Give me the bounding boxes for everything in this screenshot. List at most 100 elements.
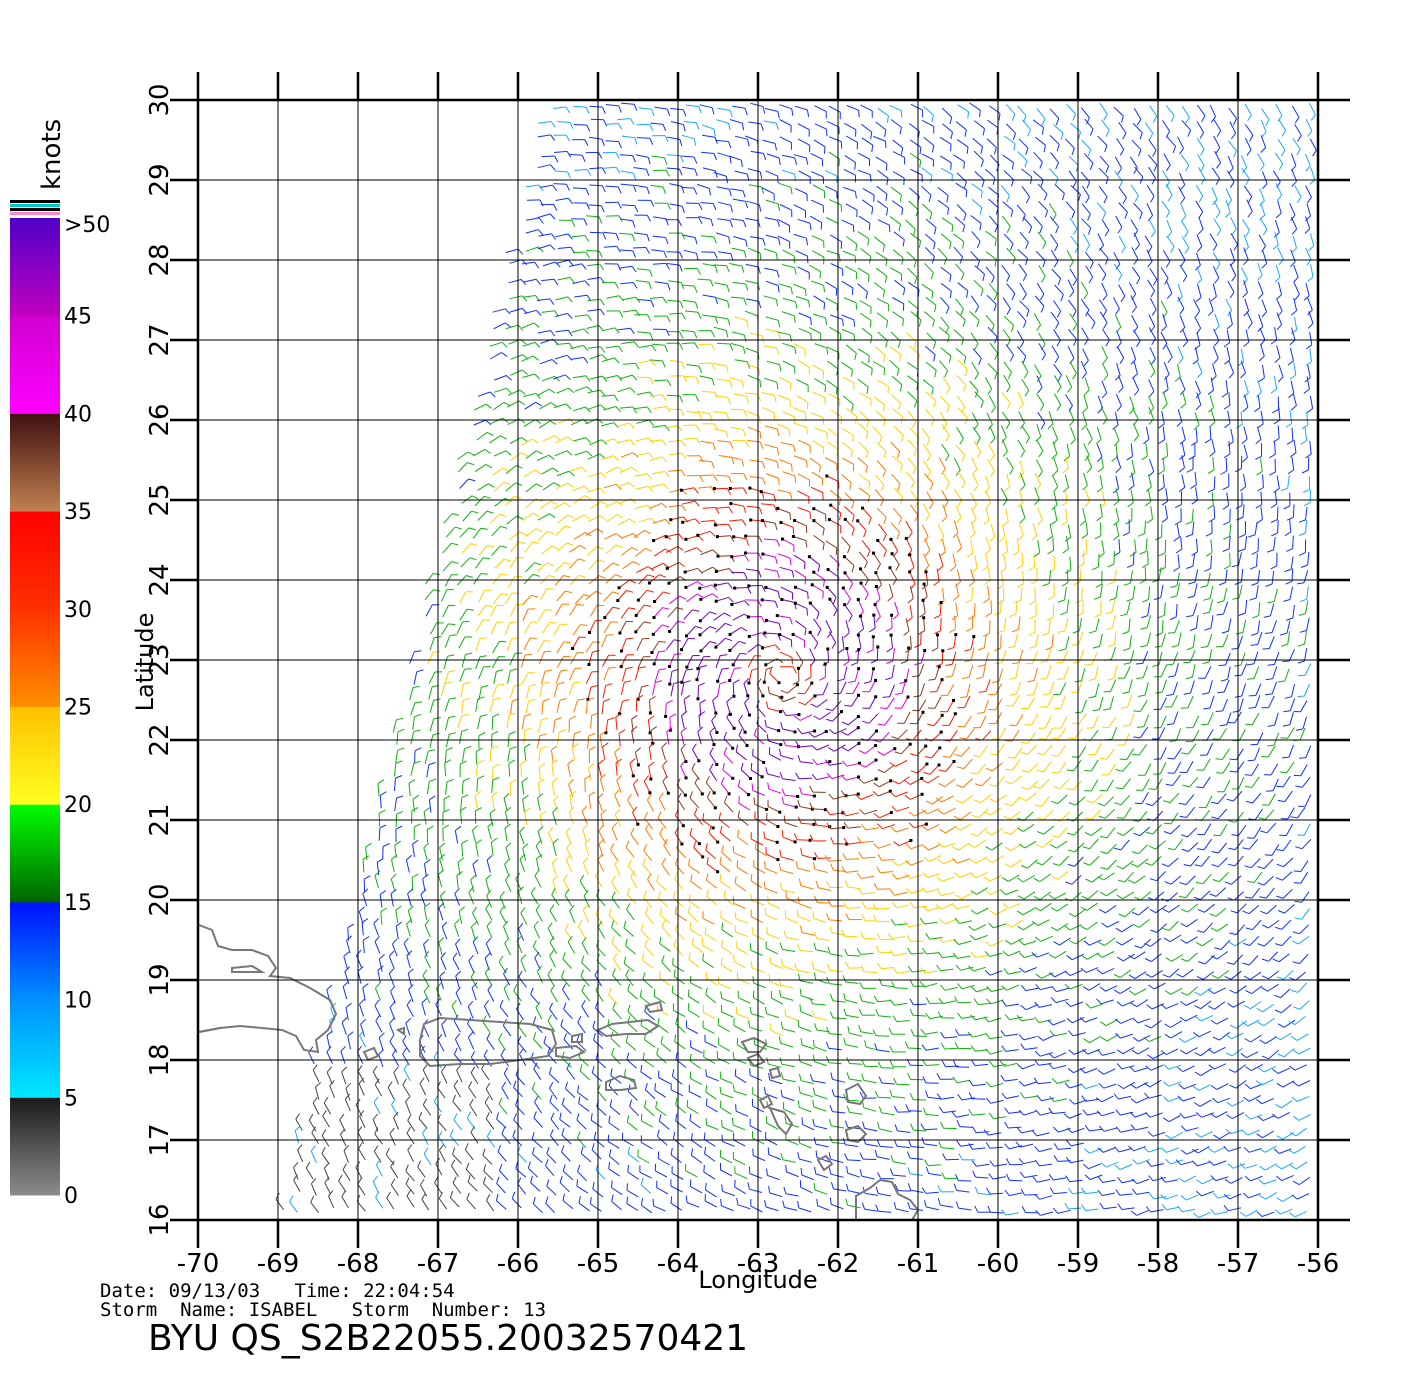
- wind-barb: [572, 636, 580, 649]
- wind-barb-flag: [866, 386, 869, 394]
- wind-barb-flag: [1214, 277, 1220, 284]
- wind-barb: [1228, 107, 1237, 119]
- wind-barb-flag: [761, 461, 766, 469]
- wind-barb: [523, 309, 537, 315]
- wind-barb-flag: [1062, 548, 1069, 554]
- wind-barb: [1196, 234, 1203, 247]
- wind-barb-flag: [1057, 599, 1065, 603]
- wind-barb-flag: [935, 797, 942, 803]
- wind-barb: [826, 120, 840, 128]
- wind-barb: [749, 459, 763, 463]
- wind-barb: [1208, 298, 1214, 311]
- wind-barb-flag: [1183, 661, 1191, 664]
- wind-barb: [781, 264, 795, 269]
- wind-barb: [1048, 570, 1052, 584]
- wind-barb-flag: [780, 689, 788, 694]
- wind-barb: [875, 474, 885, 486]
- wind-barb: [1291, 105, 1300, 118]
- wind-barb: [744, 392, 758, 395]
- wind-barb-flag: [413, 729, 421, 733]
- colorbar-band: [10, 511, 60, 610]
- wind-barb: [907, 439, 917, 450]
- wind-barb: [1113, 665, 1118, 679]
- wind-barb: [907, 300, 919, 310]
- wind-barb: [669, 620, 679, 632]
- wind-barb: [1187, 743, 1197, 755]
- wind-barb: [716, 568, 730, 572]
- wind-barb: [1011, 775, 1022, 785]
- wind-barb-flag: [1176, 421, 1183, 427]
- wind-barb: [923, 311, 935, 321]
- wind-barb-flag: [779, 364, 782, 372]
- wind-barb-flag: [547, 530, 555, 535]
- wind-barb: [734, 587, 748, 589]
- wind-barb: [444, 671, 449, 685]
- wind-barb: [1037, 231, 1047, 243]
- wind-barb-flag: [776, 270, 780, 278]
- wind-barb-flag: [599, 730, 606, 736]
- wind-barb: [1033, 151, 1043, 163]
- rain-flag-dot: [714, 645, 718, 649]
- wind-barb: [1049, 108, 1060, 119]
- rain-flag-dot: [681, 520, 685, 524]
- wind-barb-flag: [1158, 470, 1165, 475]
- wind-barb-flag: [664, 471, 670, 478]
- wind-barb-flag: [1026, 309, 1030, 317]
- wind-barb: [762, 139, 776, 144]
- wind-barb-flag: [1053, 786, 1061, 789]
- wind-barb-flag: [680, 282, 685, 290]
- wind-barb: [874, 489, 884, 500]
- wind-barb: [812, 313, 826, 319]
- wind-barb-flag: [806, 427, 809, 435]
- wind-barb: [1003, 361, 1012, 373]
- wind-barb: [700, 235, 714, 238]
- wind-barb-flag: [1033, 552, 1040, 558]
- wind-barb: [1277, 281, 1283, 295]
- wind-barb: [1161, 200, 1170, 212]
- wind-barb-flag: [599, 487, 606, 494]
- wind-barb-flag: [667, 283, 671, 291]
- wind-barb: [1289, 698, 1296, 711]
- rain-flag-dot: [828, 760, 832, 764]
- wind-barb: [1179, 172, 1186, 185]
- wind-barb-flag: [840, 790, 846, 797]
- wind-barb-flag: [974, 373, 979, 380]
- wind-barb: [1225, 380, 1229, 394]
- wind-barb: [827, 360, 839, 370]
- wind-barb: [862, 199, 874, 208]
- wind-barb: [1242, 473, 1247, 487]
- wind-barb-flag: [945, 675, 953, 678]
- wind-barb-flag: [1036, 375, 1042, 382]
- wind-barb-flag: [809, 511, 812, 519]
- wind-barb-flag: [1021, 769, 1029, 773]
- wind-barb: [685, 104, 699, 108]
- wind-barb-flag: [1082, 407, 1088, 413]
- wind-barb: [1305, 745, 1312, 758]
- wind-barb-flag: [848, 583, 854, 590]
- wind-barb: [780, 522, 794, 528]
- wind-barb-flag: [1251, 582, 1259, 586]
- wind-barb-flag: [1306, 408, 1313, 414]
- wind-barb: [941, 650, 944, 664]
- rain-flag-dot: [796, 795, 800, 798]
- rain-flag-dot: [859, 567, 862, 571]
- wind-barb: [572, 624, 581, 636]
- wind-barb-flag: [1215, 147, 1221, 154]
- wind-barb-flag: [1200, 646, 1208, 649]
- wind-barb-flag: [1307, 309, 1313, 316]
- wind-barb-flag: [828, 793, 834, 800]
- wind-barb-flag: [1069, 261, 1074, 268]
- wind-barb: [858, 441, 869, 452]
- wind-barb: [1309, 233, 1315, 247]
- wind-barb-flag: [645, 547, 653, 552]
- wind-barb: [1161, 620, 1164, 634]
- wind-barb: [921, 203, 933, 214]
- wind-barb-flag: [1229, 292, 1235, 299]
- rain-flag-dot: [888, 566, 892, 570]
- wind-barb-flag: [1205, 552, 1213, 557]
- rain-flag-dot: [728, 712, 732, 716]
- wind-barb-flag: [745, 240, 748, 247]
- wind-barb-flag: [615, 406, 621, 412]
- wind-barb: [971, 231, 981, 242]
- wind-barb-flag: [1024, 389, 1030, 397]
